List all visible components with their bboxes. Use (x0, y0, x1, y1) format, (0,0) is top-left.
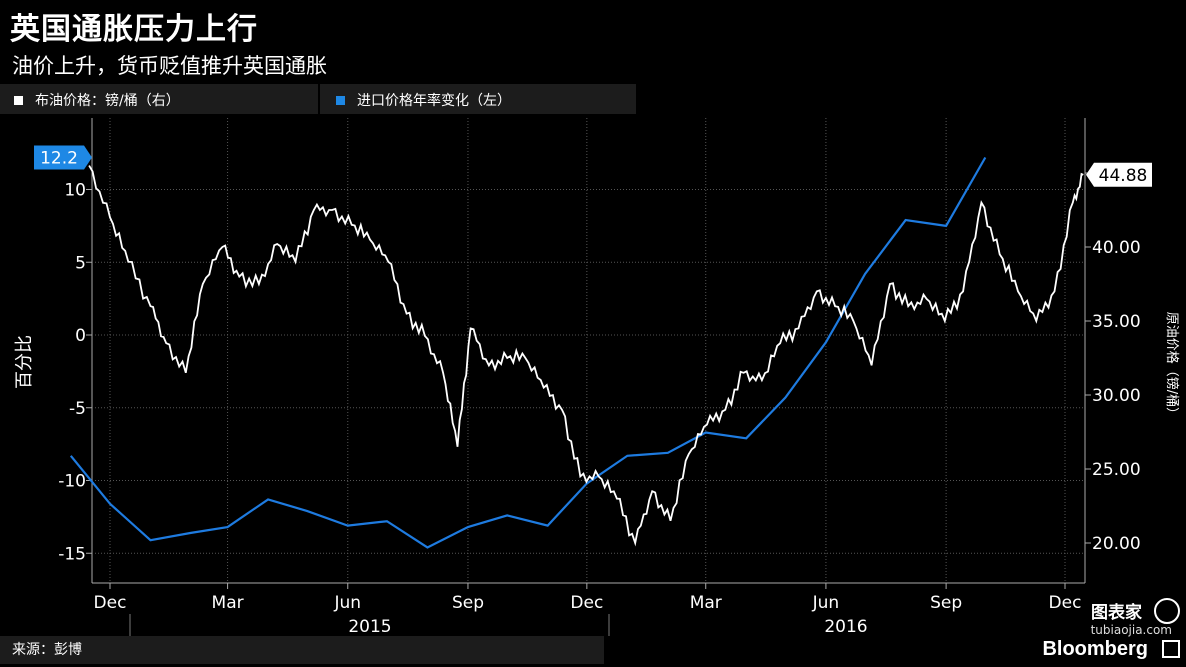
right-tick-label: 40.00 (1092, 238, 1141, 258)
right-tick-label: 30.00 (1092, 386, 1141, 406)
chart-subtitle: 油价上升，货币贬值推升英国通胀 (12, 54, 327, 78)
series-line-import (69, 156, 987, 549)
x-tick-label: Mar (212, 593, 244, 613)
current-value-tag-right (1086, 162, 1152, 187)
watermark: 图表家 tubiaojia.com (1091, 598, 1172, 637)
x-tick-label: Sep (930, 593, 962, 613)
year-label: 2016 (824, 617, 867, 637)
legend-item-oil: 布油价格：镑/桶（右） (14, 90, 180, 110)
legend-swatch-oil (14, 95, 23, 105)
legend-swatch-import (336, 95, 345, 105)
x-tick-label: Dec (1049, 593, 1082, 613)
x-tick-label: Sep (452, 593, 484, 613)
legend-item-import: 进口价格年率变化（左） (336, 90, 511, 110)
legend-divider (318, 84, 320, 114)
legend-label-oil: 布油价格：镑/桶（右） (35, 93, 180, 109)
left-tick-label: -10 (58, 472, 86, 492)
current-value-tag-left (34, 145, 92, 170)
right-axis-title: 原油价格（镑/桶） (1164, 312, 1180, 420)
x-tick-label: Dec (94, 593, 127, 613)
x-tick-label: Jun (812, 593, 840, 613)
series-line-oil (88, 165, 1084, 547)
year-label: 2015 (348, 617, 391, 637)
left-tick-label: 5 (75, 253, 86, 273)
x-tick-label: Dec (570, 593, 603, 613)
x-tick-label: Jun (333, 593, 361, 613)
legend: 布油价格：镑/桶（右） 进口价格年率变化（左） (0, 84, 636, 114)
current-value-left: 12.2 (40, 148, 78, 168)
left-tick-label: 10 (64, 181, 86, 201)
watermark-cn: 图表家 (1091, 603, 1142, 623)
right-tick-label: 25.00 (1092, 460, 1141, 480)
brand-logo: Bloomberg (1042, 638, 1148, 660)
chart-title: 英国通胀压力上行 (10, 12, 258, 47)
left-axis-title: 百分比 (14, 335, 35, 389)
right-tick-label: 20.00 (1092, 534, 1141, 554)
source-note: 来源：彭博 (0, 636, 604, 664)
right-tick-label: 35.00 (1092, 312, 1141, 332)
watermark-face-icon (1154, 598, 1180, 624)
watermark-url: tubiaojia.com (1090, 623, 1172, 637)
x-tick-label: Mar (690, 593, 722, 613)
left-tick-label: 0 (75, 326, 86, 346)
bloomberg-mark-icon (1162, 640, 1180, 658)
left-tick-label: -5 (69, 399, 86, 419)
legend-label-import: 进口价格年率变化（左） (357, 93, 511, 109)
left-tick-label: -15 (58, 544, 86, 564)
current-value-right: 44.88 (1099, 166, 1148, 186)
